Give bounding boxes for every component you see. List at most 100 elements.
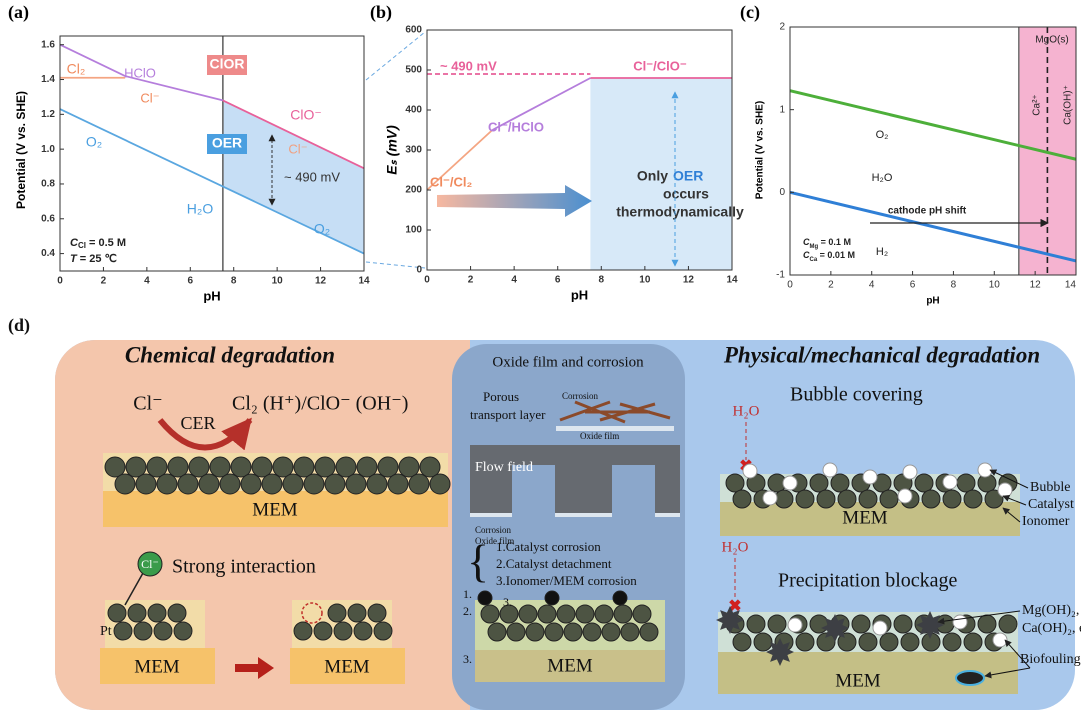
particle xyxy=(127,603,147,623)
bubble xyxy=(787,617,803,633)
diagram-text: H₂O xyxy=(722,539,749,555)
particle xyxy=(837,632,857,652)
condition-sub: Cl xyxy=(78,241,86,250)
particle xyxy=(177,473,199,495)
y-tick-label: 0 xyxy=(416,265,422,276)
series-line xyxy=(59,43,224,102)
x-tick-label: 14 xyxy=(726,275,738,286)
x-tick-label: 8 xyxy=(951,280,957,291)
label-box xyxy=(207,134,247,154)
x-tick-label: 2 xyxy=(828,280,834,291)
particle xyxy=(387,473,409,495)
diagram-text: 2.Catalyst detachment xyxy=(496,556,612,571)
particle xyxy=(809,614,829,634)
x-axis-label: pH xyxy=(571,287,588,302)
annotation: thermodynamically xyxy=(616,204,744,220)
shaded-region xyxy=(222,100,364,254)
annotation: Only xyxy=(637,168,668,184)
particle xyxy=(767,614,787,634)
x-tick-label: 8 xyxy=(231,276,237,287)
y-tick-label: 0.4 xyxy=(41,248,55,259)
particle xyxy=(795,489,815,509)
particle xyxy=(487,622,507,642)
y-tick-label: 600 xyxy=(405,25,422,36)
x-tick-label: 0 xyxy=(57,276,63,287)
section-title: Oxide film and corrosion xyxy=(492,354,644,370)
particle xyxy=(963,632,983,652)
bubble xyxy=(952,614,968,630)
bubble xyxy=(997,482,1013,498)
y-tick-label: 1.2 xyxy=(41,109,55,120)
bubble xyxy=(862,469,878,485)
y-tick-label: 300 xyxy=(405,145,422,156)
particle xyxy=(272,456,294,478)
diagram-text: MEM xyxy=(842,507,888,528)
bubble xyxy=(742,463,758,479)
y-tick-label: 0 xyxy=(779,187,785,198)
detached-catalyst xyxy=(612,590,628,606)
zoom-line xyxy=(365,261,426,269)
particle xyxy=(816,489,836,509)
y-tick-label: 400 xyxy=(405,105,422,116)
particle xyxy=(639,622,659,642)
particle xyxy=(556,604,576,624)
annotation: ClO⁻ xyxy=(290,107,322,123)
pointer xyxy=(989,469,1029,489)
y-tick-label: 1.0 xyxy=(41,144,55,155)
annotation: O₂ xyxy=(86,134,102,150)
particle xyxy=(293,621,313,641)
precipitate xyxy=(821,614,849,642)
section-title: Chemical degradation xyxy=(125,342,335,367)
diagram-text: Flow field xyxy=(475,460,533,475)
diagram-text: Mg(OH)₂, xyxy=(1022,603,1079,618)
particle xyxy=(345,473,367,495)
x-tick-label: 4 xyxy=(869,280,875,291)
diagram-text: 3. xyxy=(463,652,472,666)
particle xyxy=(324,473,346,495)
particle xyxy=(356,456,378,478)
diagram-text: Oxide film xyxy=(475,536,514,546)
panel-label: (d) xyxy=(8,315,30,336)
annotation: ClOR xyxy=(210,56,245,72)
particle xyxy=(377,456,399,478)
y-tick-label: 200 xyxy=(405,185,422,196)
x-tick-label: 8 xyxy=(599,275,605,286)
condition-sub: Mg xyxy=(810,244,819,250)
particle xyxy=(188,456,210,478)
condition-symbol: C xyxy=(803,237,810,247)
particle xyxy=(353,621,373,641)
particle xyxy=(977,614,997,634)
precipitate xyxy=(766,638,794,666)
condition-sub: Ca xyxy=(810,257,818,263)
particle xyxy=(113,621,133,641)
annotation: H₂ xyxy=(876,246,888,258)
series-line xyxy=(491,77,591,131)
annotation: cathode pH shift xyxy=(888,206,967,217)
brace: { xyxy=(467,536,489,587)
particle xyxy=(173,621,193,641)
y-tick-label: 0.8 xyxy=(41,179,55,190)
diagram-text: Bubble covering xyxy=(790,384,923,406)
x-tick-label: 12 xyxy=(1030,280,1042,291)
particle xyxy=(114,473,136,495)
annotation: H₂O xyxy=(872,172,893,184)
y-axis-label: Potential (V vs. SHE) xyxy=(755,101,766,199)
particle xyxy=(575,604,595,624)
particle xyxy=(327,603,347,623)
particle xyxy=(774,489,794,509)
particle xyxy=(293,456,315,478)
diagram-text: Corrosion xyxy=(562,391,599,401)
pointer xyxy=(984,667,1031,679)
x-tick-label: 0 xyxy=(787,280,793,291)
particle xyxy=(506,622,526,642)
particle xyxy=(147,603,167,623)
y-tick-label: 2 xyxy=(779,22,785,33)
x-tick-label: 6 xyxy=(910,280,916,291)
diagram-text: Ca(OH)₂, etc xyxy=(1022,621,1081,636)
trend-arrow xyxy=(437,185,592,217)
y-tick-label: 100 xyxy=(405,225,422,236)
x-tick-label: 6 xyxy=(555,275,561,286)
diagram-text: Corrosion xyxy=(475,525,512,535)
diagram-text: CER xyxy=(180,413,215,433)
series-line xyxy=(426,129,493,191)
